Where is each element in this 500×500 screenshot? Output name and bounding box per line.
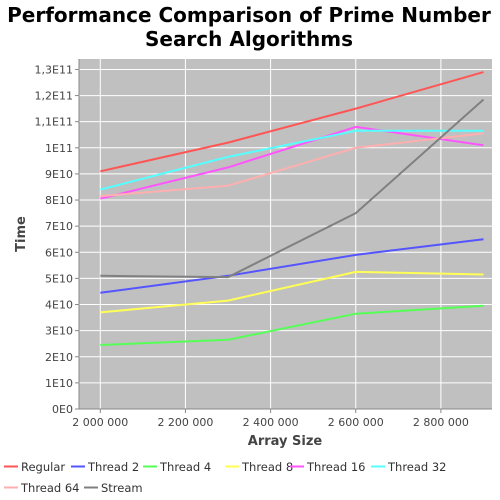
plot-area [79,59,492,409]
series-line-regular [100,71,484,173]
x-tick-label: 2 800 000 [413,416,469,429]
legend-label: Stream [101,481,143,495]
y-axis-label: Time [14,216,29,252]
y-tick-label: 6E10 [45,246,73,259]
legend-label: Thread 8 [241,460,293,474]
legend-item-stream: Stream [84,481,143,495]
legend-item-thread-32: Thread 32 [371,460,447,474]
series-line-stream [100,98,485,279]
chart-title: Performance Comparison of Prime Number S… [7,3,491,51]
axes: 0E0 1E10 2E10 3E10 4E10 5E10 6E10 7E10 8E10 9E10 1… [35,59,492,429]
y-tick-label: 1,3E11 [35,63,73,76]
y-tick-label: 9E10 [45,168,73,181]
grid [79,59,492,410]
y-tick-label: 7E10 [45,220,73,233]
x-tick-label: 2 200 000 [157,416,213,429]
x-axis-label: Array Size [248,434,323,449]
legend: Regular Thread 2 Thread 4 Thread 8 Thread 16… [4,460,447,495]
y-tick-label: 8E10 [45,194,73,207]
y-tick-label: 0E0 [52,403,73,416]
legend-item-thread-64: Thread 64 [4,481,80,495]
y-tick-label: 5E10 [45,272,73,285]
y-tick-label: 2E10 [45,351,73,364]
x-tick-label: 2 000 000 [72,416,128,429]
y-tick-label: 4E10 [45,299,73,312]
series-line-thread-2 [100,238,484,294]
legend-label: Thread 32 [387,460,447,474]
legend-item-thread-8: Thread 8 [225,460,293,474]
series-lines [100,71,485,346]
legend-label: Thread 64 [20,481,80,495]
y-tick-label: 1,2E11 [35,90,73,103]
legend-label: Regular [21,460,65,474]
chart-title-line-2: Search Algorithms [145,27,353,51]
legend-label: Thread 16 [306,460,366,474]
y-tick-label: 3E10 [45,325,73,338]
legend-item-thread-4: Thread 4 [143,460,211,474]
x-tick-label: 2 600 000 [328,416,384,429]
legend-item-thread-2: Thread 2 [71,460,139,474]
series-line-thread-64 [100,132,484,198]
y-tick-label: 1,1E11 [35,116,73,129]
x-tick-label: 2 400 000 [243,416,299,429]
series-line-thread-16 [100,125,484,200]
legend-label: Thread 2 [87,460,139,474]
series-line-thread-4 [100,304,484,346]
series-line-thread-32 [100,129,484,191]
legend-item-thread-16: Thread 16 [290,460,366,474]
y-tick-label: 1E10 [45,377,73,390]
y-tick-label: 1E11 [45,142,73,155]
series-line-thread-8 [100,270,484,314]
chart-title-line-1: Performance Comparison of Prime Number [7,3,491,27]
legend-item-regular: Regular [4,460,65,474]
legend-label: Thread 4 [159,460,211,474]
